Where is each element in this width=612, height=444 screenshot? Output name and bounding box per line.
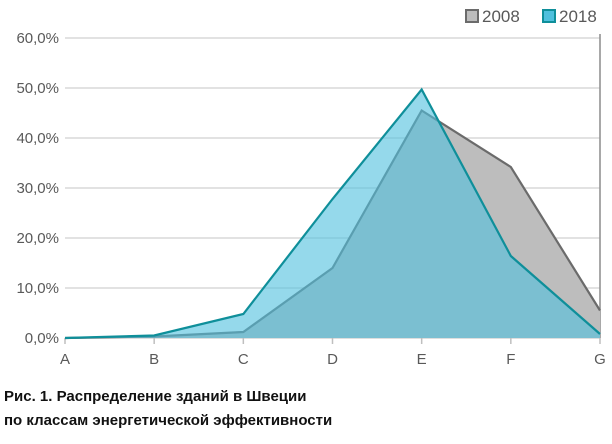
x-tick-label: F	[506, 351, 515, 368]
legend-label: 2018	[559, 7, 597, 26]
x-tick-label: G	[594, 351, 606, 368]
y-tick-label: 60,0%	[16, 30, 59, 47]
y-tick-label: 30,0%	[16, 180, 59, 197]
figure-caption: Рис. 1. Распределение зданий в Швеции по…	[4, 385, 332, 433]
x-tick-label: A	[60, 351, 70, 368]
area-2018	[65, 89, 600, 338]
legend-label: 2008	[482, 7, 520, 26]
x-tick-label: B	[149, 351, 159, 368]
y-tick-label: 20,0%	[16, 230, 59, 247]
x-tick-label: E	[417, 351, 427, 368]
y-tick-label: 40,0%	[16, 130, 59, 147]
legend-swatch-2008	[465, 9, 479, 23]
caption-line-2: по классам энергетической эффективности	[4, 412, 333, 429]
legend-swatch-2018	[542, 9, 556, 23]
caption-line-1: Рис. 1. Распределение зданий в Швеции	[4, 388, 307, 405]
x-tick-label: C	[238, 351, 249, 368]
y-tick-label: 0,0%	[25, 330, 59, 347]
y-tick-label: 50,0%	[16, 80, 59, 97]
y-tick-label: 10,0%	[16, 280, 59, 297]
x-tick-label: D	[327, 351, 338, 368]
